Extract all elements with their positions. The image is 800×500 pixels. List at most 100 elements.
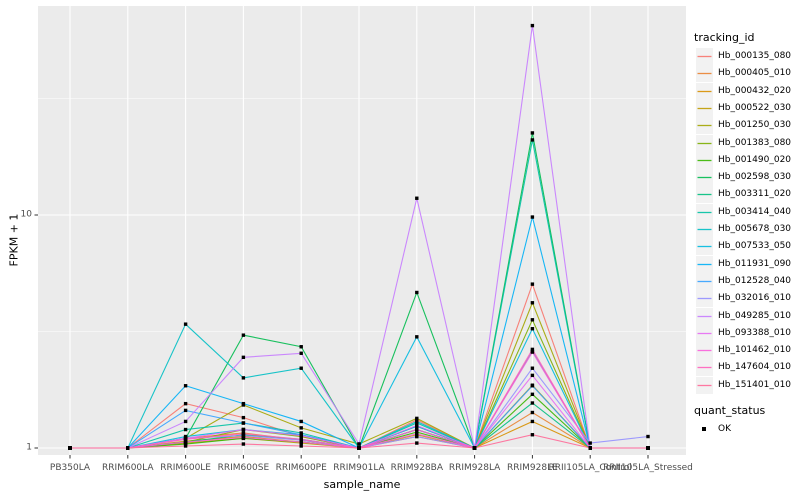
data-point-marker [530,131,535,135]
data-point-marker [183,427,188,432]
data-point-marker [299,431,303,435]
legend-label: Hb_011931_090 [718,258,792,269]
data-point-marker [415,432,419,436]
data-point-marker [415,430,419,434]
panel-background [38,6,686,455]
legend-label: Hb_049285_010 [718,310,792,321]
legend-entry: Hb_012528_040 [692,272,800,291]
data-point-marker [415,419,419,424]
legend-entry: Hb_002598_030 [692,169,800,187]
data-point-marker [646,434,650,439]
data-point-marker [530,392,535,397]
data-point-marker [530,138,535,142]
data-point-marker [530,282,535,286]
legend-entry: Hb_101462_010 [692,342,800,360]
data-point-marker [530,347,535,352]
legend-entry: Hb_001250_030 [692,117,800,135]
legend-entry: Hb_000522_030 [692,99,800,118]
legend-label: Hb_000522_030 [718,102,792,113]
legend: tracking_id Hb_000135_080 Hb_000405_010 Hb… [692,0,800,500]
data-point-marker [415,441,419,445]
data-point-marker [530,215,535,219]
legend-label: Hb_012528_040 [718,275,792,286]
legend-key-line-icon [696,359,713,377]
data-point-marker [241,433,246,438]
data-point-marker [241,401,246,406]
data-point-marker [183,322,188,326]
legend-label: Hb_093388_010 [718,327,792,338]
data-point-marker [357,446,361,450]
legend-title-tracking-id: tracking_id [694,31,755,44]
data-point-marker [183,401,188,406]
data-point-marker [530,373,535,378]
legend-entry: Hb_000135_080 [692,48,800,66]
legend-label: Hb_003414_040 [718,206,792,217]
x-tick-label: RRIM600PE [275,463,327,473]
data-point-marker [241,333,246,337]
legend-label: Hb_003311_020 [718,189,792,200]
legend-key-line-icon [696,65,713,83]
legend-entry: Hb_011931_090 [692,255,800,274]
data-point-marker [299,437,303,441]
legend-label: OK [718,423,731,434]
data-point-marker [415,434,419,439]
legend-title-quant-status: quant_status [694,404,766,417]
data-point-marker [183,437,188,441]
legend-entry: Hb_000432_020 [692,82,800,101]
x-tick-label: RRIM600LE [160,463,211,473]
data-point-marker [415,423,419,428]
y-axis-title: FPKM + 1 [7,213,21,267]
legend-key-line-icon [696,307,713,325]
x-tick-label: RRII105LA_Control [548,463,632,473]
y-tick-label: 1 [26,442,32,453]
y-tick-label: 10 [20,209,32,220]
data-point-marker [68,446,72,450]
legend-key-line-icon [696,117,713,135]
x-tick-label: RRIM928LE [506,463,558,473]
x-axis-title: sample_name [323,478,401,491]
data-point-marker [588,441,592,445]
legend-label: Hb_002598_030 [718,172,792,183]
x-tick-label: RRII105LA_Stressed [603,463,693,473]
data-point-marker [241,435,246,440]
data-point-marker [183,408,188,413]
legend-entry: Hb_151401_010 [692,376,800,395]
data-point-marker [530,433,535,437]
data-point-marker [183,419,188,424]
legend-key-line-icon [696,203,713,221]
legend-label: Hb_005678_030 [718,224,792,234]
legend-entry: Hb_147604_010 [692,359,800,377]
data-point-marker [530,401,535,405]
data-point-marker [241,415,246,420]
data-point-marker [415,416,419,421]
data-point-marker [530,366,535,370]
legend-entry: Hb_049285_010 [692,307,800,326]
legend-label: Hb_032016_010 [718,293,792,304]
data-point-marker [183,442,188,446]
data-point-marker [241,421,246,425]
data-point-marker [415,290,419,295]
legend-label: Hb_000135_080 [718,51,792,61]
x-tick-label: RRIM928BA [390,463,444,473]
legend-label: Hb_001383_080 [718,137,792,148]
legend-entry-quant-ok: OK [692,421,800,439]
legend-label: Hb_000432_020 [718,85,792,96]
legend-key-line-icon [696,151,713,169]
legend-label: Hb_147604_010 [718,362,792,373]
data-point-marker [530,301,535,305]
data-point-marker [588,446,592,450]
legend-key-line-icon [696,186,713,204]
data-point-marker [299,366,303,370]
data-point-marker [472,446,477,450]
data-point-marker [530,23,535,28]
legend-key-line-icon [696,134,713,152]
data-point-marker [530,410,535,415]
x-tick-label: RRIM901LA [333,463,385,473]
legend-key-line-icon [696,376,713,394]
legend-key-line-icon [696,290,713,308]
legend-key-line-icon [696,255,713,273]
data-point-marker [530,350,535,354]
data-point-marker [530,419,535,424]
